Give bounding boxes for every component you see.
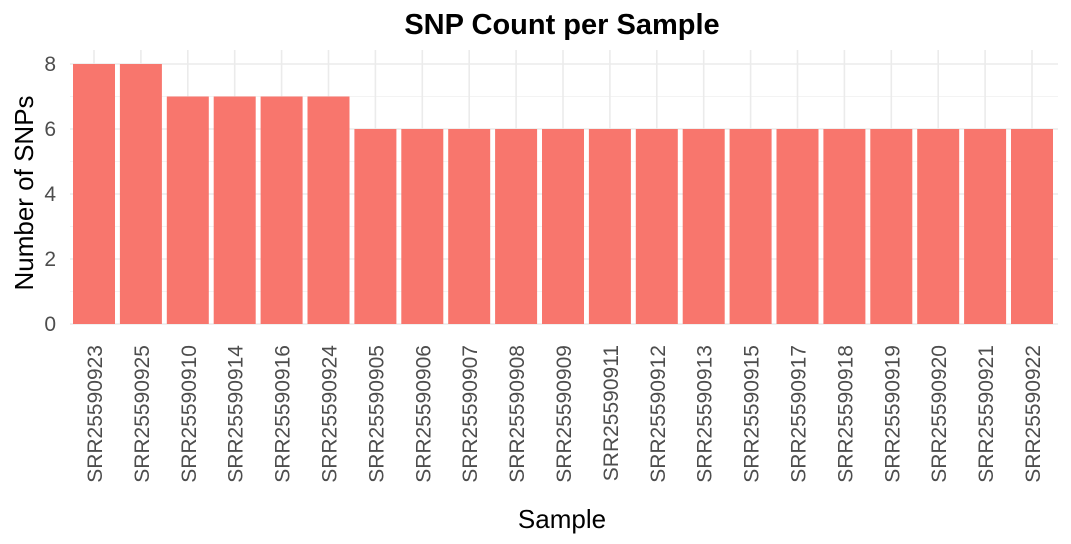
- bar-SRR25590918: [823, 129, 866, 324]
- bar-SRR25590925: [119, 64, 162, 324]
- x-axis-title: Sample: [518, 504, 606, 534]
- x-tick-label: SRR25590915: [741, 345, 764, 483]
- bar-SRR25590920: [917, 129, 960, 324]
- bar-SRR25590924: [307, 96, 350, 324]
- bar-SRR25590909: [542, 129, 584, 324]
- x-tick-label: SRR25590913: [694, 345, 717, 483]
- bar-SRR25590923: [73, 64, 115, 324]
- y-tick-label: 4: [44, 183, 56, 206]
- x-tick-label: SRR25590905: [365, 345, 388, 483]
- bar-SRR25590911: [588, 129, 631, 324]
- x-tick-label: SRR25590916: [272, 345, 295, 483]
- x-tick-label: SRR25590910: [178, 345, 201, 483]
- x-tick-label: SRR25590924: [319, 345, 342, 483]
- bar-SRR25590910: [166, 96, 209, 324]
- y-axis-title: Number of SNPs: [9, 95, 39, 290]
- bar-SRR25590907: [448, 129, 491, 324]
- x-tick-label: SRR25590922: [1022, 345, 1045, 483]
- y-tick-label: 8: [44, 53, 56, 76]
- bar-SRR25590905: [354, 129, 397, 324]
- bar-SRR25590914: [213, 96, 256, 324]
- y-tick-label: 0: [44, 313, 56, 336]
- x-axis-ticks: SRR25590923 SRR25590925 SRR25590910 SRR2559…: [84, 345, 1045, 483]
- bar-SRR25590913: [682, 129, 725, 324]
- x-tick-label: SRR25590925: [131, 345, 154, 483]
- y-tick-label: 2: [44, 248, 56, 271]
- x-tick-label: SRR25590923: [84, 345, 107, 483]
- x-tick-label: SRR25590909: [553, 345, 576, 483]
- bar-SRR25590922: [1011, 129, 1053, 324]
- chart-title: SNP Count per Sample: [404, 9, 719, 41]
- bar-SRR25590921: [964, 129, 1007, 324]
- x-tick-label: SRR25590911: [600, 345, 623, 481]
- bars: [73, 64, 1053, 324]
- bar-SRR25590908: [495, 129, 538, 324]
- x-tick-label: SRR25590908: [506, 345, 529, 483]
- bar-SRR25590917: [776, 129, 819, 324]
- x-tick-label: SRR25590917: [788, 345, 811, 483]
- x-tick-label: SRR25590921: [975, 345, 998, 483]
- bar-SRR25590916: [260, 96, 303, 324]
- bar-SRR25590919: [870, 129, 913, 324]
- x-tick-label: SRR25590919: [881, 345, 904, 483]
- bar-SRR25590912: [635, 129, 678, 324]
- bar-SRR25590906: [401, 129, 444, 324]
- bar-SRR25590915: [729, 129, 772, 324]
- x-tick-label: SRR25590907: [459, 345, 482, 483]
- y-tick-label: 6: [44, 118, 56, 141]
- x-tick-label: SRR25590906: [412, 345, 435, 483]
- x-tick-label: SRR25590920: [928, 345, 951, 483]
- x-tick-label: SRR25590914: [225, 345, 248, 483]
- y-axis-ticks: 0 2 4 6 8: [44, 53, 56, 336]
- x-tick-label: SRR25590918: [834, 345, 857, 483]
- x-tick-label: SRR25590912: [647, 345, 670, 483]
